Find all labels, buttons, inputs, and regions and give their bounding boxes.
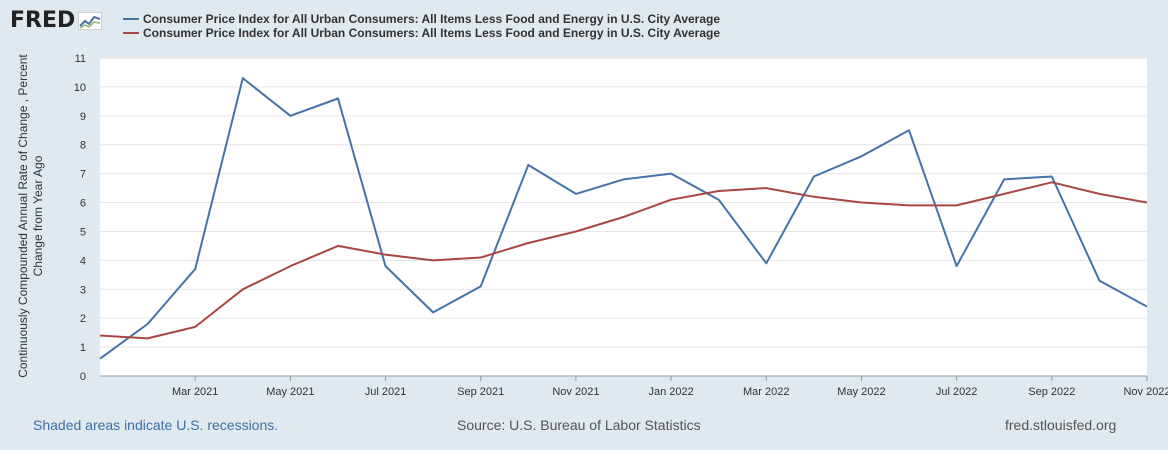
series-1-point[interactable]	[858, 153, 864, 159]
series-line-1[interactable]	[99, 77, 1148, 360]
x-tick-label: Mar 2021	[172, 386, 218, 398]
series-1-point[interactable]	[97, 356, 103, 362]
x-tick-label: Sep 2021	[457, 386, 504, 398]
legend-entry-series-2[interactable]: Consumer Price Index for All Urban Consu…	[123, 26, 720, 40]
series-2-point[interactable]	[1144, 200, 1150, 206]
series-1-point[interactable]	[525, 162, 531, 168]
x-tick-label: Nov 2022	[1123, 386, 1168, 398]
series-2-point[interactable]	[906, 202, 912, 208]
series-1-point[interactable]	[1096, 278, 1102, 284]
series-2-point[interactable]	[97, 333, 103, 339]
series-1-point[interactable]	[1144, 304, 1150, 310]
gridlines	[100, 57, 1147, 377]
x-tick-label: Jul 2021	[365, 386, 407, 398]
series-2-point[interactable]	[1049, 179, 1055, 185]
recession-note[interactable]: Shaded areas indicate U.S. recessions.	[33, 417, 279, 433]
series-1-point[interactable]	[954, 263, 960, 269]
legend-label-2: Consumer Price Index for All Urban Consu…	[143, 26, 721, 40]
y-tick-label: 1	[80, 342, 86, 354]
series-1-point[interactable]	[430, 309, 436, 315]
legend-swatch-1	[123, 18, 139, 20]
series-2-point[interactable]	[525, 240, 531, 246]
x-tick-label: May 2022	[837, 386, 885, 398]
series-2-point[interactable]	[478, 254, 484, 260]
series-line-2[interactable]	[99, 181, 1148, 340]
fred-logo[interactable]: FRED	[10, 8, 103, 33]
series-1-point[interactable]	[716, 197, 722, 203]
series-2-point[interactable]	[621, 214, 627, 220]
series-1-point[interactable]	[811, 174, 817, 180]
series-2-point[interactable]	[811, 194, 817, 200]
series-1-point[interactable]	[287, 113, 293, 119]
series-2-point[interactable]	[763, 185, 769, 191]
series-2-point[interactable]	[430, 257, 436, 263]
y-tick-label: 6	[80, 198, 86, 210]
series-2-point[interactable]	[383, 252, 389, 258]
fred-site-link[interactable]: fred.stlouisfed.org	[1005, 417, 1117, 433]
x-axis-ticks: Mar 2021 May 2021 Jul 2021 Sep 2021 Nov 2021…	[172, 376, 1168, 398]
legend-swatch-2	[123, 32, 139, 34]
series-2-point[interactable]	[668, 197, 674, 203]
x-tick-label: Nov 2021	[552, 386, 599, 398]
series-2-point[interactable]	[287, 263, 293, 269]
series-lines	[97, 75, 1150, 362]
series-1-point[interactable]	[478, 283, 484, 289]
y-tick-label: 0	[80, 371, 86, 383]
y-tick-label: 8	[80, 140, 86, 152]
series-1-point[interactable]	[621, 176, 627, 182]
series-2-point[interactable]	[335, 243, 341, 249]
legend-label-1: Consumer Price Index for All Urban Consu…	[143, 12, 721, 26]
legend-entry-series-1[interactable]: Consumer Price Index for All Urban Consu…	[123, 12, 720, 26]
y-tick-label: 9	[80, 111, 86, 123]
y-tick-label: 3	[80, 284, 86, 296]
x-tick-label: Jan 2022	[648, 386, 693, 398]
source-note: Source: U.S. Bureau of Labor Statistics	[457, 417, 701, 433]
series-1-point[interactable]	[240, 75, 246, 81]
series-1-point[interactable]	[668, 171, 674, 177]
x-tick-label: Jul 2022	[936, 386, 978, 398]
series-1-point[interactable]	[763, 260, 769, 266]
y-axis-ticks: 0 1 2 3 4 5 6 7 8 9 10 11	[74, 53, 86, 383]
series-1-point[interactable]	[145, 321, 151, 327]
x-tick-label: May 2021	[266, 386, 314, 398]
series-1-point[interactable]	[1001, 176, 1007, 182]
series-1-point[interactable]	[1049, 174, 1055, 180]
series-2-point[interactable]	[240, 286, 246, 292]
series-2-point[interactable]	[716, 188, 722, 194]
y-tick-label: 11	[75, 53, 86, 65]
series-1-point[interactable]	[906, 127, 912, 133]
series-2-point[interactable]	[192, 324, 198, 330]
series-2-point[interactable]	[954, 202, 960, 208]
series-1-point[interactable]	[383, 263, 389, 269]
series-1-point[interactable]	[192, 266, 198, 272]
series-1-point[interactable]	[335, 95, 341, 101]
chart-canvas: 0 1 2 3 4 5 6 7 8 9 10 11 Mar 2021 May 2021 Jul 2021 S…	[74, 53, 1168, 398]
series-2-point[interactable]	[1096, 191, 1102, 197]
x-tick-label: Mar 2022	[743, 386, 789, 398]
fred-graph-icon	[78, 11, 103, 30]
x-tick-label: Sep 2022	[1028, 386, 1075, 398]
series-2-point[interactable]	[573, 228, 579, 234]
y-tick-label: 10	[74, 82, 86, 94]
y-tick-label: 5	[80, 226, 86, 238]
y-tick-label: 4	[80, 255, 86, 267]
series-1-point[interactable]	[573, 191, 579, 197]
fred-logo-text: FRED	[10, 8, 76, 33]
y-tick-label: 7	[80, 169, 86, 181]
chart-legend: Consumer Price Index for All Urban Consu…	[123, 12, 720, 40]
y-tick-label: 2	[80, 313, 86, 325]
series-2-point[interactable]	[145, 335, 151, 341]
series-2-point[interactable]	[1001, 191, 1007, 197]
series-2-point[interactable]	[858, 200, 864, 206]
